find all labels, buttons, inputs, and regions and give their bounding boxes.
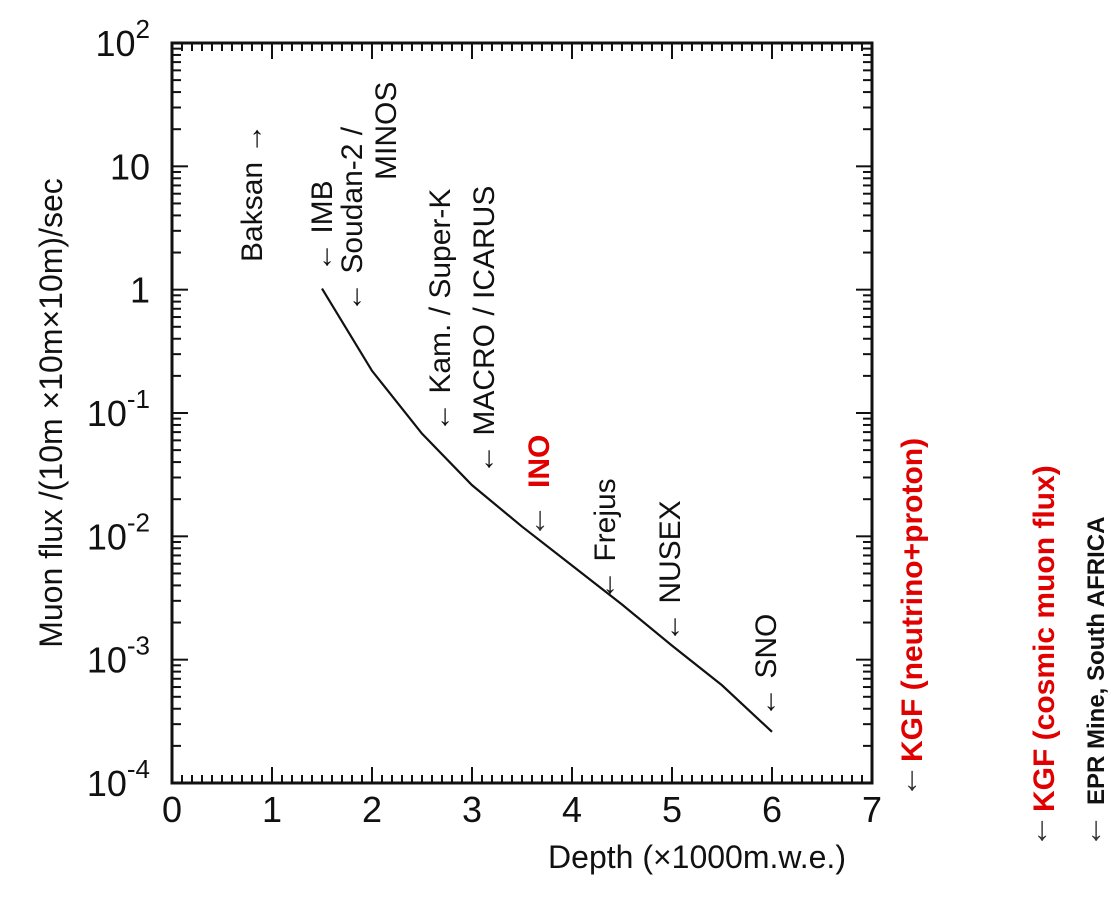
- y-tick-label: 10-2: [87, 507, 150, 557]
- y-tick-label: 1: [130, 270, 150, 311]
- y-tick-label: 10: [110, 146, 150, 187]
- site-label: KGF (cosmic muon flux): [1028, 465, 1061, 812]
- site-label: EPR Mine, South AFRICA: [1083, 517, 1110, 805]
- site-labels: ↓KGF (neutrino+proton)↓KGF (cosmic muon …: [896, 438, 1110, 848]
- y-tick-label: 10-3: [87, 631, 150, 681]
- x-axis-label: Depth (×1000m.w.e.): [548, 839, 846, 875]
- x-tick-label: 6: [762, 789, 782, 830]
- y-tick-labels: 102 10 1 10-1 10-2 10-3 10-4: [87, 14, 150, 804]
- detector-label: ↓: [532, 500, 549, 538]
- detector-label: ← MACRO / ICARUS: [468, 186, 501, 474]
- site-arrow: ↓: [1088, 810, 1105, 848]
- detector-label: ← NUSEX: [654, 500, 687, 642]
- y-tick-label: 10-4: [87, 754, 150, 804]
- detector-label: ← Soudan-2 /: [336, 126, 369, 312]
- axis-ticks: [171, 42, 873, 784]
- detector-label: ← Kam. / Super-K: [424, 189, 457, 432]
- detector-label: Baksan →: [236, 124, 269, 262]
- y-tick-label: 10-1: [87, 384, 150, 434]
- muon-flux-curve: [321, 288, 773, 733]
- y-axis-label: Muon flux /(10m ×10m×10m)/sec: [33, 178, 69, 648]
- detector-label: ← Frejus: [589, 478, 622, 600]
- x-tick-label: 1: [262, 789, 282, 830]
- x-tick-label: 5: [662, 789, 682, 830]
- site-arrow: ↓: [1034, 810, 1051, 848]
- detector-label: ← SNO: [750, 614, 783, 717]
- x-tick-labels: 0 1 2 3 4 5 6 7: [162, 789, 882, 830]
- detector-labels: Baksan → ← IMB← Soudan-2 /MINOS ← Kam. / S…: [236, 82, 783, 717]
- detector-label: ← IMB: [306, 180, 339, 272]
- x-tick-label: 4: [562, 789, 582, 830]
- detector-label: MINOS: [370, 82, 403, 180]
- x-tick-label: 3: [462, 789, 482, 830]
- site-arrow: ↓: [904, 760, 921, 798]
- detector-label: INO: [523, 435, 556, 488]
- x-tick-label: 7: [862, 789, 882, 830]
- x-tick-label: 2: [362, 789, 382, 830]
- x-tick-label: 0: [162, 789, 182, 830]
- site-label: KGF (neutrino+proton): [896, 438, 929, 762]
- y-tick-label: 102: [95, 14, 150, 64]
